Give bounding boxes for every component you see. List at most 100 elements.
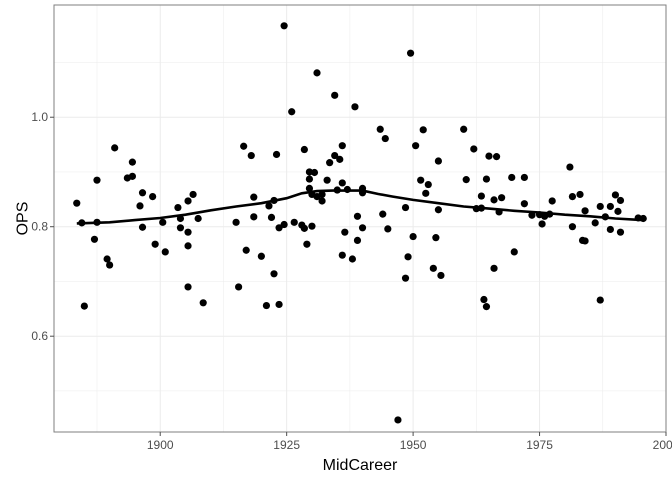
x-tick-label: 1900 [147, 438, 174, 452]
data-point [305, 184, 314, 192]
data-point [419, 126, 427, 134]
data-point [492, 153, 501, 161]
data-point [189, 190, 197, 199]
data-point [318, 197, 326, 205]
data-point [351, 103, 359, 111]
data-point [111, 144, 119, 152]
data-point [305, 175, 314, 183]
data-point [616, 196, 625, 205]
data-point [303, 240, 311, 248]
data-point [432, 234, 440, 242]
data-point [401, 274, 410, 282]
data-point [480, 295, 488, 304]
data-point [159, 218, 167, 226]
data-point [194, 214, 202, 223]
data-point [417, 176, 425, 184]
data-point [270, 270, 278, 278]
data-point [138, 223, 147, 231]
data-point [434, 206, 442, 214]
data-point [409, 232, 417, 241]
data-point [422, 189, 430, 197]
data-point [568, 193, 577, 201]
data-point [401, 203, 410, 212]
data-point [323, 176, 331, 184]
data-point [462, 176, 470, 184]
data-point [240, 142, 248, 150]
data-point [300, 145, 308, 154]
data-point [80, 302, 88, 310]
data-point [199, 299, 207, 307]
y-tick-label: 0.8 [31, 220, 48, 234]
y-axis-title: OPS [15, 202, 32, 236]
data-point [596, 296, 604, 304]
data-point [174, 203, 182, 212]
data-point [412, 142, 420, 150]
data-point [477, 192, 485, 200]
data-point [508, 173, 516, 182]
data-point [482, 175, 491, 183]
x-tick-label: 1975 [526, 438, 553, 452]
data-point [331, 151, 339, 160]
data-point [149, 193, 157, 201]
data-point [242, 246, 250, 254]
data-point [591, 219, 599, 227]
data-point [257, 252, 265, 260]
data-point [235, 283, 243, 291]
data-point [341, 228, 349, 236]
data-point [250, 193, 258, 201]
data-point [611, 191, 620, 199]
data-point [73, 199, 81, 207]
data-point [280, 220, 288, 229]
data-point [470, 145, 478, 153]
data-point [548, 197, 556, 205]
y-tick-label: 1.0 [31, 110, 48, 124]
data-point [460, 125, 468, 133]
data-point [288, 108, 296, 116]
data-point [520, 200, 528, 208]
data-point [275, 300, 283, 309]
data-point [232, 218, 240, 226]
data-point [90, 235, 99, 243]
data-point [272, 150, 281, 159]
data-point [176, 224, 185, 232]
data-point [384, 225, 392, 233]
data-point [338, 251, 346, 259]
data-point [606, 225, 614, 234]
data-point [300, 224, 308, 232]
data-point [490, 196, 498, 204]
data-point [566, 163, 574, 171]
y-tick-label: 0.6 [31, 329, 48, 343]
data-point [290, 218, 298, 226]
data-point [520, 173, 528, 182]
data-point [128, 158, 136, 166]
data-point [184, 242, 192, 250]
data-point [353, 236, 362, 244]
data-point [267, 213, 276, 222]
data-point [250, 213, 258, 221]
data-point [318, 190, 326, 199]
data-point [265, 202, 273, 210]
data-point [247, 151, 255, 160]
data-point [606, 202, 614, 211]
smooth-line [76, 189, 644, 225]
data-point [184, 283, 192, 291]
data-point [528, 211, 536, 219]
data-point [310, 168, 319, 177]
data-point [510, 248, 518, 256]
data-point [348, 255, 357, 263]
data-point [581, 207, 589, 215]
data-point [379, 210, 387, 218]
data-point [184, 228, 192, 236]
data-point [482, 303, 491, 311]
data-point [184, 197, 192, 205]
panel-border [53, 4, 667, 433]
data-point [138, 189, 147, 197]
data-point [161, 248, 169, 256]
data-point [576, 190, 584, 199]
data-point [434, 157, 442, 165]
data-point [280, 22, 288, 30]
data-point [136, 202, 144, 210]
